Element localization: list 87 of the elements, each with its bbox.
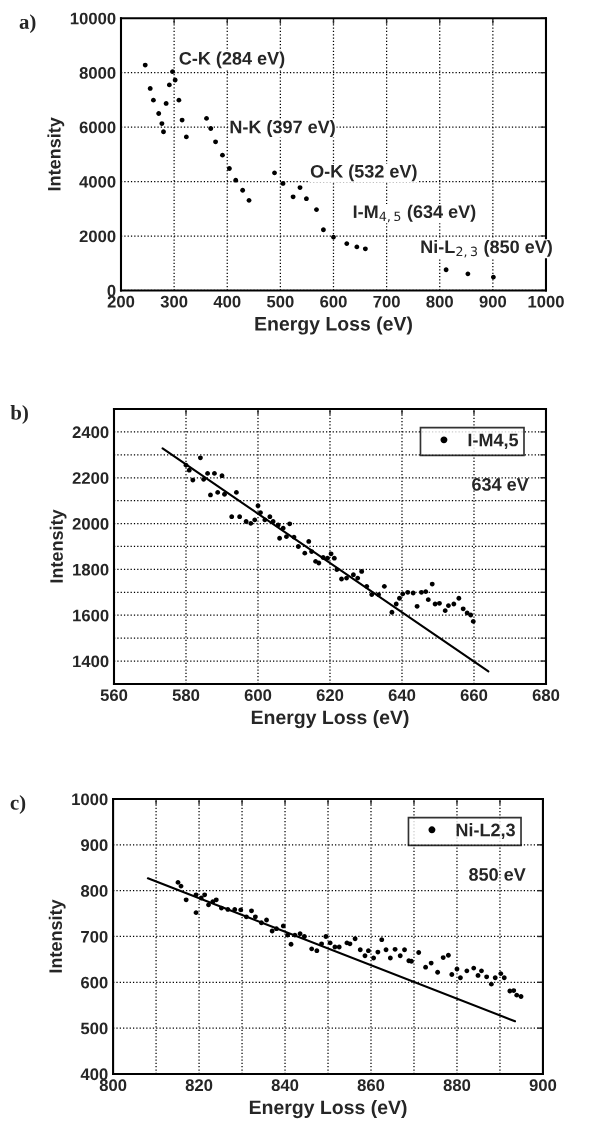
point	[150, 97, 156, 103]
point	[246, 197, 252, 203]
annotation: N-K (397 eV)	[230, 120, 335, 137]
y-axis-title: Intensity	[49, 509, 67, 583]
x-tick-label: 700	[373, 295, 400, 308]
legend-label: I-M4,5	[468, 433, 519, 449]
chart-title: b)	[10, 405, 28, 424]
y-tick-label: 1600	[73, 609, 109, 622]
point	[320, 227, 326, 233]
annotation: I-M$_{4,5}$ (634 eV)	[353, 204, 476, 223]
y-tick-label: 1400	[73, 655, 109, 668]
point	[344, 241, 350, 247]
annotation: 634 eV	[472, 478, 529, 491]
point	[272, 170, 277, 176]
y-tick-label: 4000	[79, 175, 116, 188]
y-tick-label: 0	[107, 284, 116, 297]
y-tick-label: 900	[81, 839, 108, 852]
point	[163, 101, 169, 106]
y-tick-label: 800	[80, 885, 108, 897]
point	[156, 111, 162, 116]
x-tick-label: 900	[479, 295, 507, 308]
point	[314, 207, 319, 212]
x-tick-label: 860	[357, 1079, 385, 1092]
annotation: C-K (284 eV)	[179, 51, 285, 69]
y-tick-label: 2400	[72, 426, 109, 439]
y-axis-title: Intensity	[48, 899, 66, 973]
y-tick-label: 10000	[70, 12, 116, 25]
x-tick-label: 400	[213, 295, 241, 308]
x-tick-label: 200	[107, 295, 135, 308]
legend-label: Ni-L2,3	[456, 823, 515, 839]
point	[465, 271, 471, 277]
point	[161, 129, 166, 135]
x-tick-label: 500	[266, 295, 294, 308]
x-axis-title: Energy Loss (eV)	[249, 1099, 407, 1119]
x-axis-title: Energy Loss (eV)	[251, 709, 409, 729]
y-tick-label: 600	[81, 976, 108, 989]
point	[183, 134, 189, 140]
point	[159, 121, 165, 126]
x-tick-label: 600	[320, 295, 347, 308]
x-tick-label: 1000	[528, 295, 564, 308]
x-tick-label: 660	[460, 689, 488, 702]
y-tick-label: 500	[80, 1022, 108, 1035]
point	[240, 187, 246, 193]
chart-title: c)	[10, 795, 26, 814]
x-tick-label: 560	[100, 689, 128, 702]
chart-title: a)	[19, 14, 36, 34]
annotation: Ni-L$_{2,3}$ (850 eV)	[421, 239, 552, 258]
x-tick-label: 820	[185, 1079, 213, 1092]
y-tick-label: 2000	[72, 517, 109, 530]
x-tick-label: 620	[316, 689, 344, 702]
point	[142, 62, 148, 68]
point	[208, 126, 214, 131]
point	[147, 86, 153, 91]
point	[166, 82, 172, 88]
y-tick-label: 700	[81, 930, 108, 943]
point	[233, 177, 239, 183]
x-tick-label: 300	[160, 295, 188, 308]
x-tick-label: 840	[271, 1079, 299, 1092]
x-tick-label: 680	[532, 689, 560, 702]
y-tick-label: 2200	[72, 472, 109, 484]
y-tick-label: 8000	[79, 67, 116, 79]
y-tick-label: 400	[80, 1068, 108, 1081]
x-tick-label: 600	[244, 689, 272, 702]
y-tick-label: 1000	[72, 793, 108, 806]
y-tick-label: 2000	[79, 230, 116, 243]
y-tick-label: 1800	[73, 563, 109, 576]
point	[290, 194, 296, 200]
point	[303, 196, 309, 202]
x-tick-label: 900	[529, 1079, 557, 1092]
x-tick-label: 800	[99, 1079, 127, 1092]
point	[170, 69, 175, 74]
x-tick-label: 580	[172, 689, 200, 702]
point	[204, 116, 209, 121]
x-tick-label: 880	[443, 1079, 471, 1092]
point	[490, 274, 496, 280]
annotation: O-K (532 eV)	[310, 164, 417, 182]
point	[226, 166, 232, 171]
y-tick-label: 6000	[79, 121, 116, 134]
point	[213, 139, 218, 145]
point	[220, 152, 225, 158]
x-tick-label: 800	[426, 295, 453, 308]
point	[443, 267, 449, 273]
annotation: 850 eV	[469, 868, 526, 881]
point	[362, 246, 368, 252]
y-axis-title: Intensity	[47, 117, 65, 191]
x-tick-label: 640	[388, 689, 416, 702]
x-axis-title: Energy Loss (eV)	[255, 316, 412, 335]
